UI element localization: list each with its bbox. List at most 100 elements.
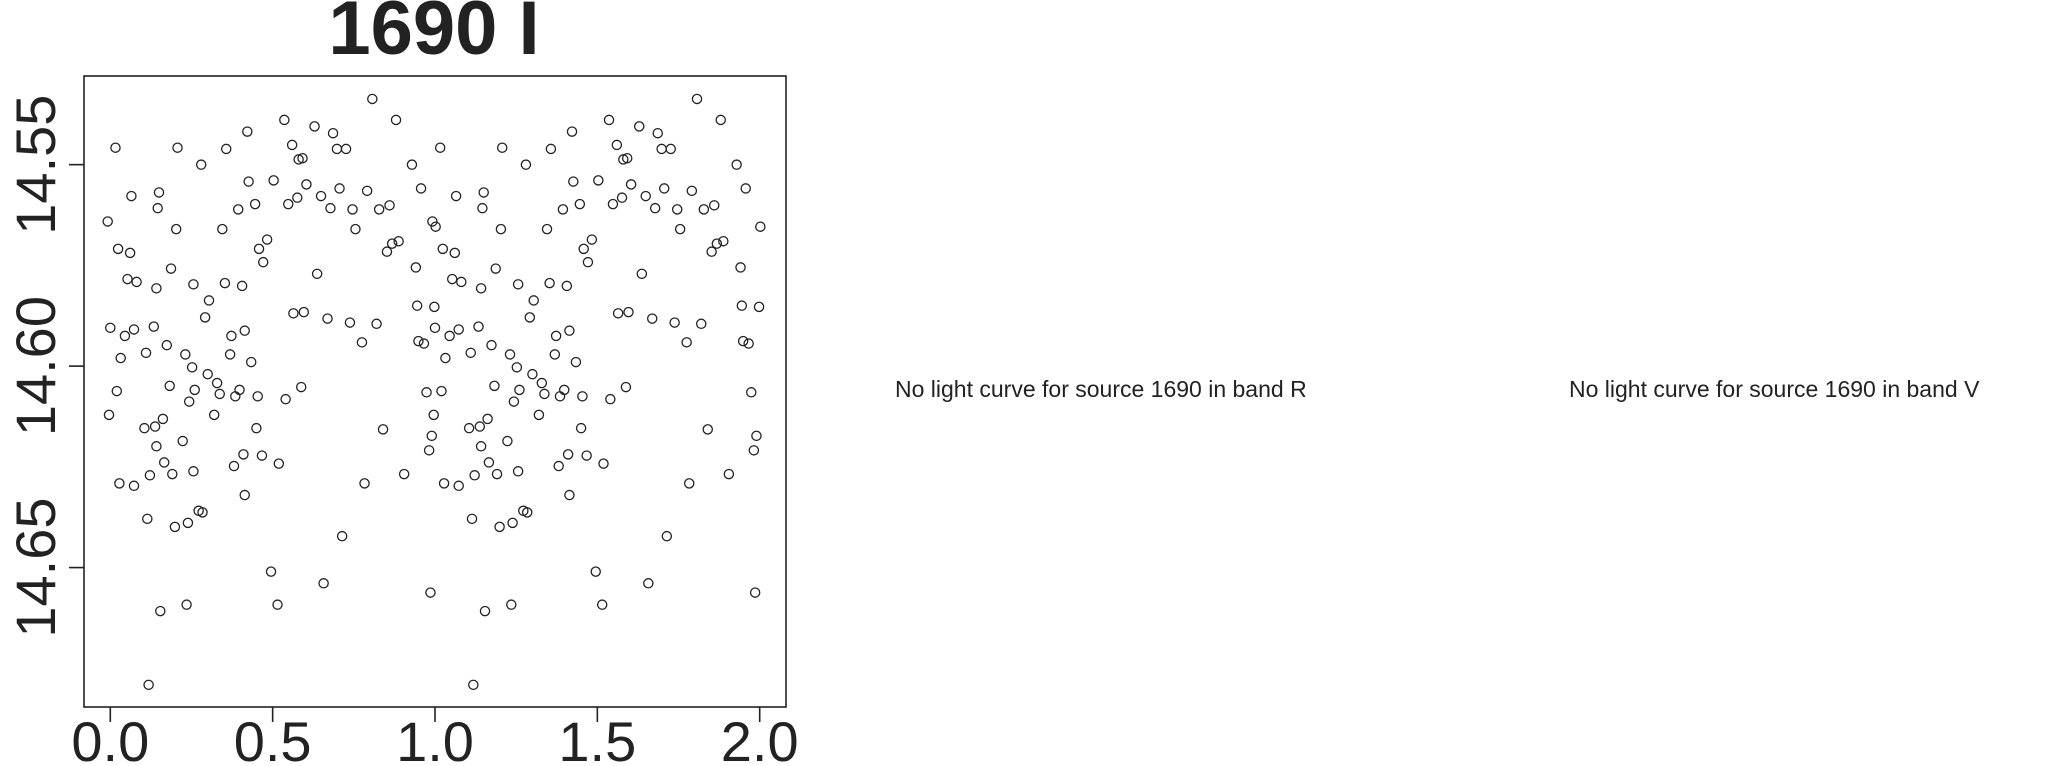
point (749, 587, 761, 598)
point (562, 449, 574, 460)
point (347, 204, 358, 215)
point (520, 159, 532, 170)
point (390, 114, 402, 126)
point (437, 243, 449, 255)
point (336, 530, 348, 542)
point (511, 362, 523, 373)
point (486, 339, 497, 351)
point (418, 338, 430, 349)
point (549, 349, 561, 360)
x-tick-label: 1.0 (396, 710, 474, 766)
point (715, 114, 726, 126)
point (495, 223, 507, 235)
point (438, 478, 450, 489)
point (706, 246, 717, 257)
point (753, 301, 765, 313)
point (465, 347, 476, 359)
point (249, 198, 261, 210)
point (737, 335, 749, 347)
point (566, 126, 578, 137)
y-tick-label: 14.55 (4, 95, 67, 235)
point (188, 466, 199, 477)
point (334, 183, 345, 194)
point (456, 276, 467, 288)
point (469, 470, 480, 481)
point (356, 337, 368, 348)
point (114, 478, 125, 489)
point (574, 198, 586, 210)
point (214, 388, 225, 400)
point (161, 339, 173, 351)
point (152, 202, 163, 214)
point (468, 679, 479, 691)
point (189, 384, 200, 396)
point (279, 114, 290, 126)
point (158, 457, 170, 468)
point (671, 204, 683, 215)
point (755, 221, 766, 232)
point (142, 513, 153, 525)
point (711, 238, 723, 249)
point (236, 280, 248, 292)
point (558, 384, 570, 396)
point (570, 356, 582, 368)
point (325, 202, 336, 214)
point (533, 409, 545, 421)
point (669, 317, 680, 328)
point (496, 142, 508, 153)
point (211, 377, 223, 389)
point (165, 263, 177, 274)
point (232, 204, 244, 215)
point (239, 489, 250, 501)
point (164, 380, 175, 392)
point (139, 422, 150, 434)
point (527, 368, 538, 380)
point (544, 277, 555, 289)
point (199, 312, 211, 323)
point (636, 268, 648, 280)
point (593, 175, 604, 186)
point (280, 393, 291, 405)
point (514, 384, 525, 396)
x-tick-label: 0.5 (234, 710, 312, 766)
point (718, 235, 729, 247)
point (625, 179, 637, 190)
point (640, 190, 651, 202)
point (415, 183, 427, 194)
point (282, 198, 294, 210)
point (350, 223, 361, 235)
point (226, 330, 237, 342)
point (751, 430, 762, 442)
point (708, 200, 720, 211)
point (429, 301, 440, 313)
point (683, 478, 695, 489)
x-tick-label: 2.0 (721, 710, 799, 766)
point (122, 273, 133, 285)
point (253, 243, 265, 255)
point (661, 530, 673, 542)
point (541, 223, 553, 235)
point (157, 413, 169, 425)
point (658, 183, 670, 194)
point (251, 422, 262, 434)
point (568, 176, 579, 187)
point (478, 187, 489, 198)
point (449, 247, 461, 259)
point (698, 204, 710, 215)
point (440, 352, 451, 364)
point (148, 321, 160, 332)
point (295, 381, 307, 393)
point (220, 143, 232, 155)
point (373, 204, 385, 215)
point (430, 221, 441, 232)
point (512, 279, 524, 290)
point (202, 368, 213, 380)
point (239, 325, 250, 336)
point (577, 391, 588, 402)
point (482, 413, 493, 425)
point (367, 93, 378, 105)
point (620, 381, 632, 393)
point (434, 142, 446, 153)
point (436, 385, 447, 397)
point (596, 599, 608, 610)
